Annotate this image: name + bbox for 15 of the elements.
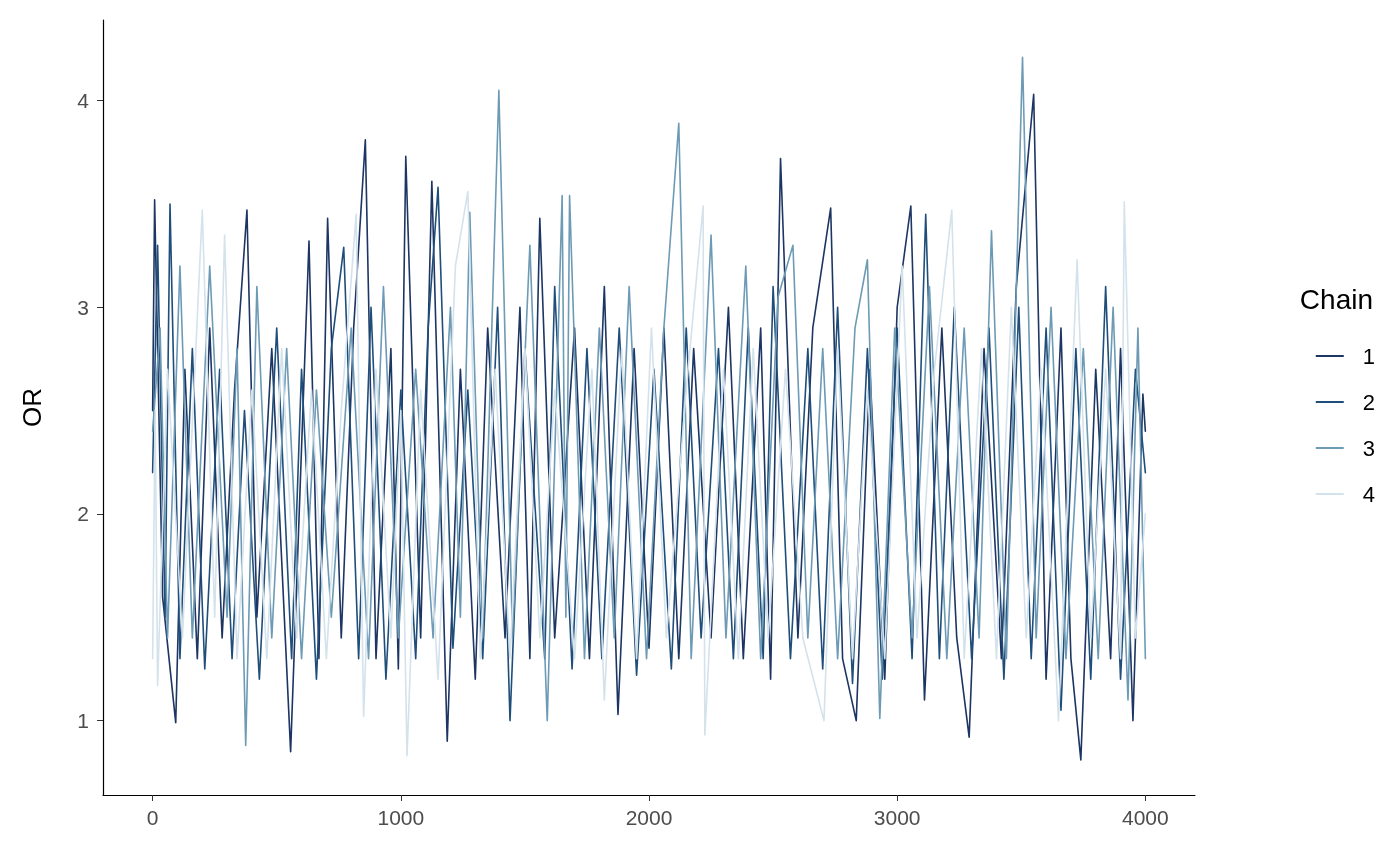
legend-label: 3 <box>1362 435 1376 461</box>
legend-label: 1 <box>1362 343 1376 369</box>
legend-label: 2 <box>1362 389 1376 415</box>
x-tick-label: 3000 <box>873 806 921 829</box>
y-tick-label: 3 <box>77 295 89 319</box>
x-tick-label: 2000 <box>625 806 673 829</box>
x-tick-label: 4000 <box>1122 806 1169 829</box>
legend-title: Chain <box>1299 283 1374 315</box>
y-axis-title: OR <box>17 388 47 427</box>
y-tick-label: 4 <box>77 89 90 113</box>
legend-label: 4 <box>1362 481 1376 507</box>
y-tick-label: 1 <box>77 709 89 733</box>
x-tick-label: 0 <box>146 806 159 829</box>
y-tick-label: 2 <box>77 502 89 526</box>
x-tick-label: 1000 <box>377 806 425 829</box>
